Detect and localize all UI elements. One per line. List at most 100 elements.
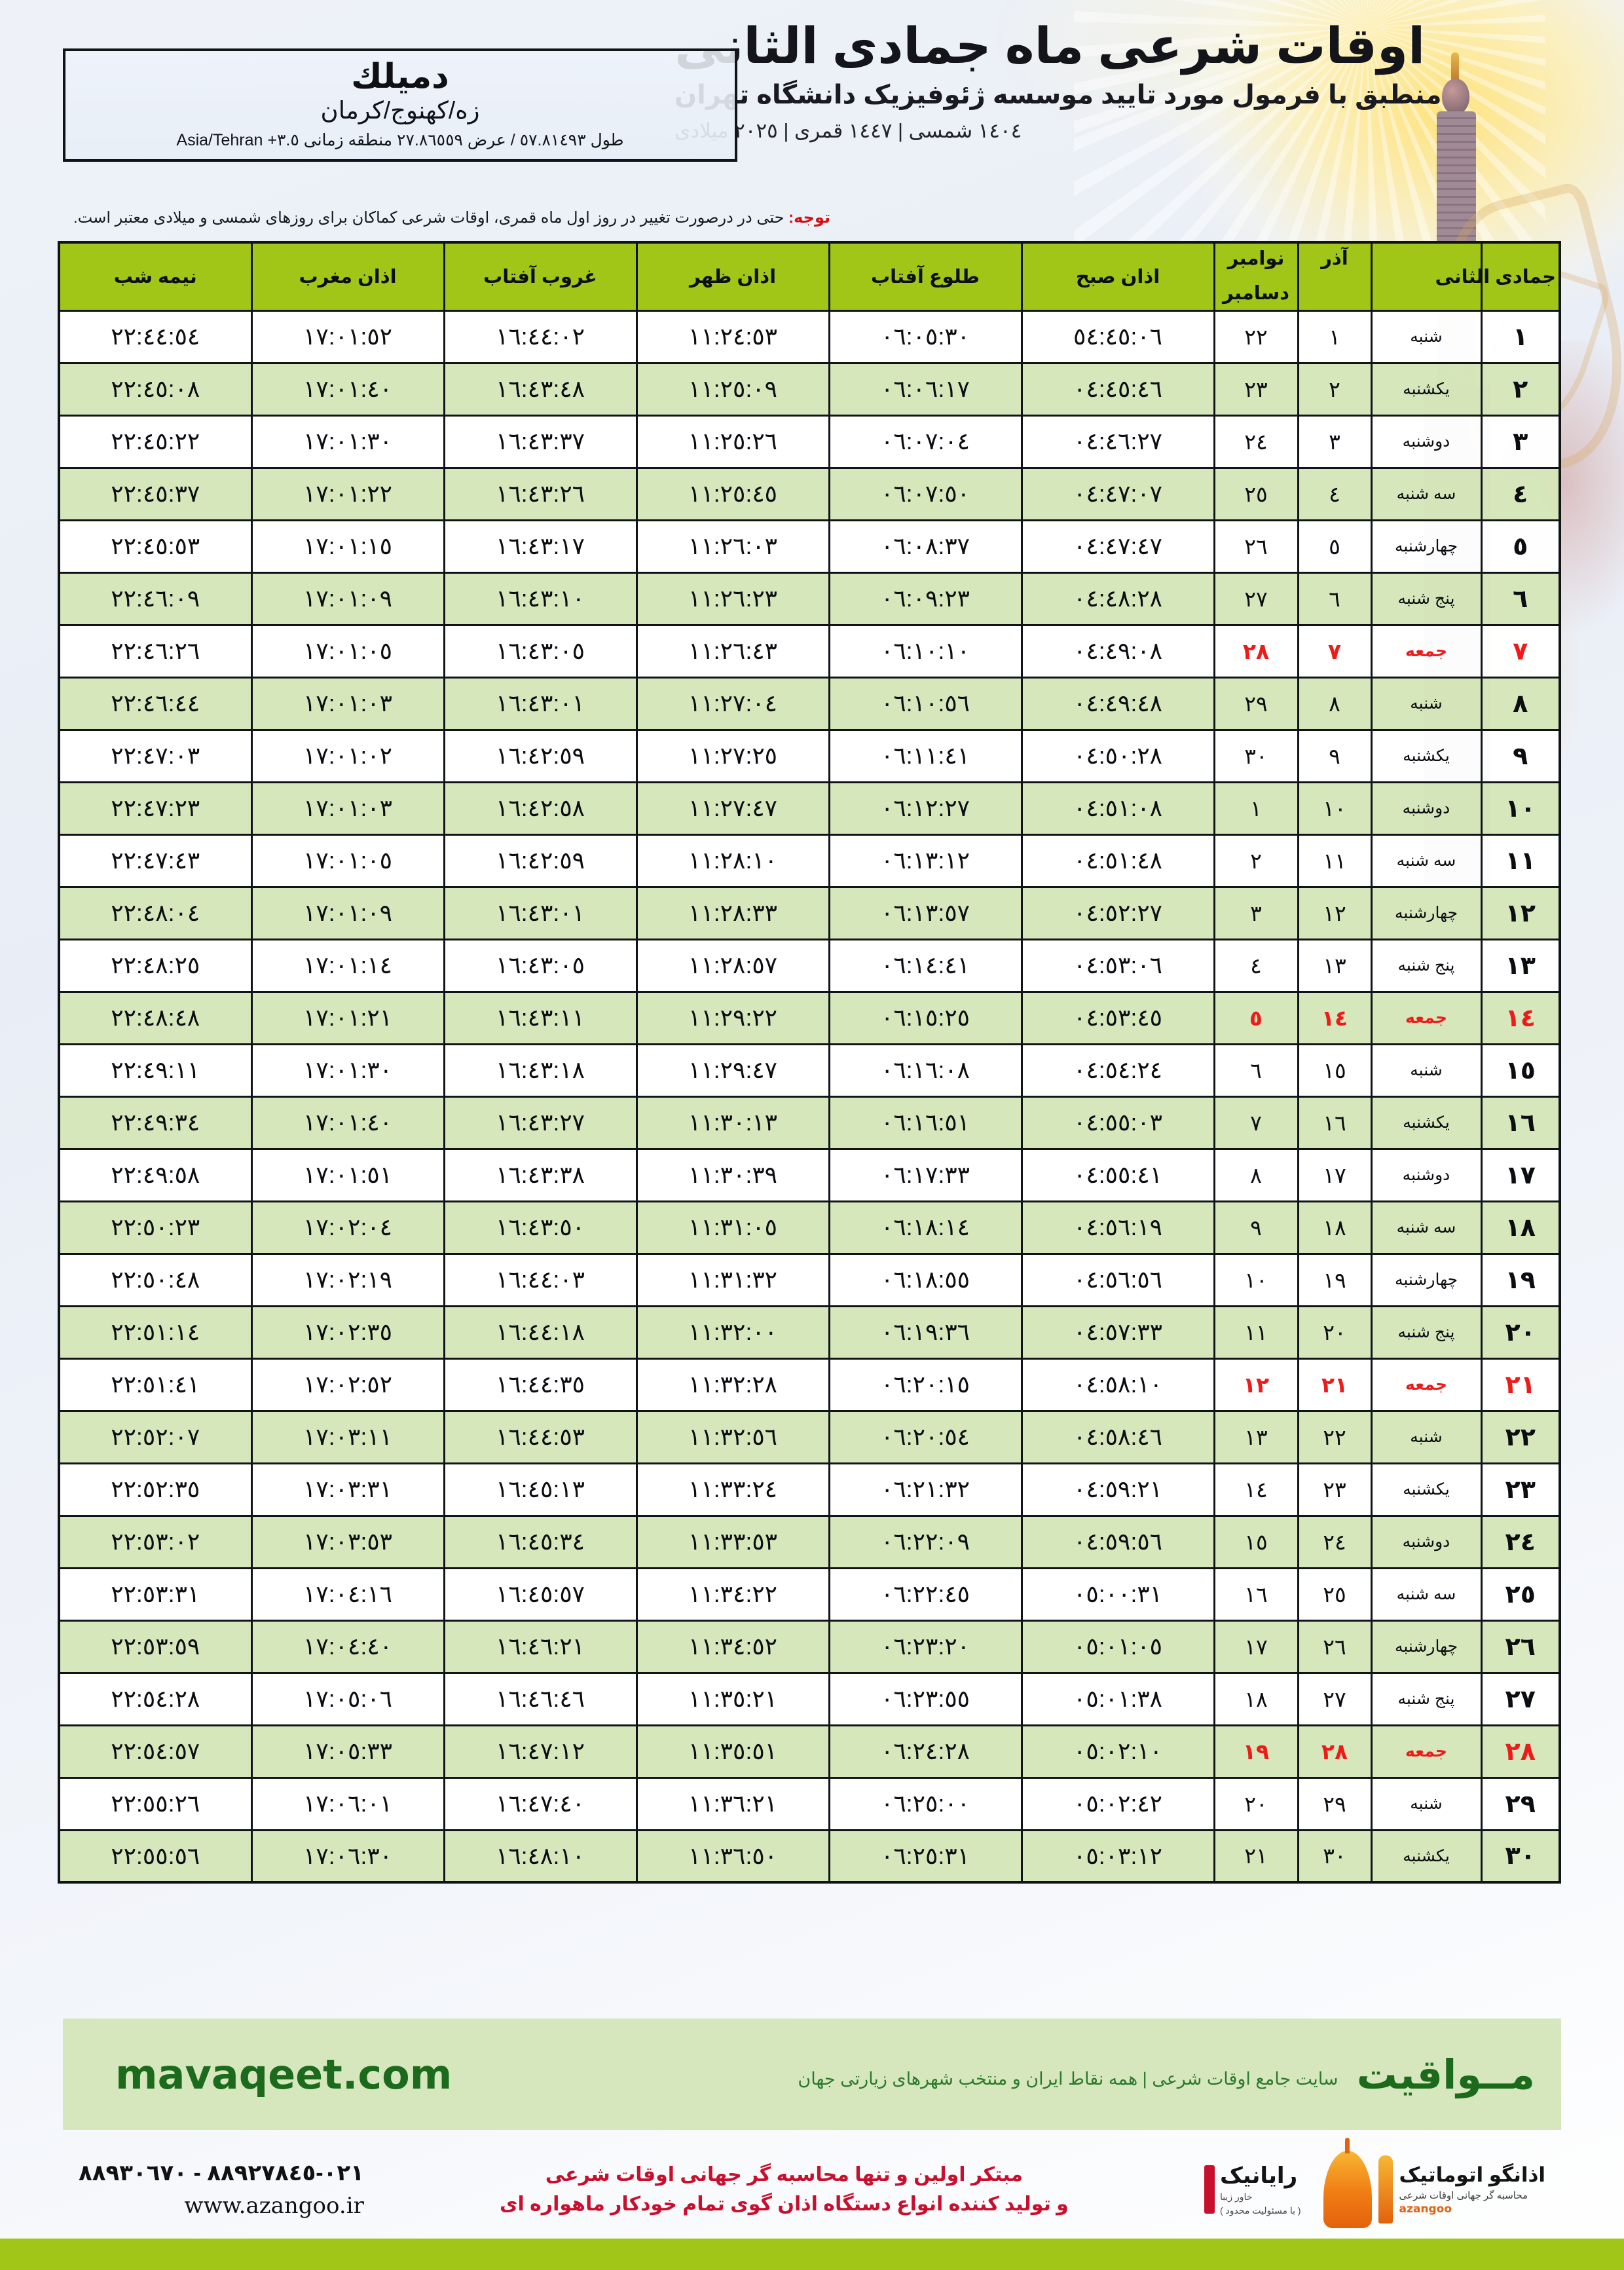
hijri-day: ١٩ bbox=[1480, 1252, 1561, 1307]
table-row: ٣ دوشنبه ٣ ٢٤ ٠٤:٤٦:٢٧ ٠٦:٠٧:٠٤ ١١:٢٥:٢٦ ١٦:٤٣:… bbox=[58, 414, 1561, 469]
gregorian-day: ٢٠ bbox=[1213, 1776, 1299, 1831]
fajr-time: ٠٤:٥٣:٤٥ bbox=[1020, 990, 1215, 1045]
midnight-time: ٢٢:٤٨:٢٥ bbox=[58, 938, 253, 993]
dhuhr-time: ١١:٢٦:٤٣ bbox=[635, 623, 830, 679]
dhuhr-time: ١١:٣٢:٢٨ bbox=[635, 1357, 830, 1412]
rayaneek-name: رایانیک bbox=[1219, 2163, 1298, 2188]
maghrib-time: ١٧:٠١:٠٣ bbox=[250, 781, 445, 836]
table-row: ٢٧ پنج شنبه ٢٧ ١٨ ٠٥:٠١:٣٨ ٠٦:٢٣:٥٥ ١١:٣٥:٢١ ١٦… bbox=[58, 1671, 1561, 1726]
midnight-time: ٢٢:٤٩:١١ bbox=[58, 1043, 253, 1098]
midnight-time: ٢٢:٤٤:٥٤ bbox=[58, 309, 253, 364]
fajr-time: ٠٤:٥٧:٣٣ bbox=[1020, 1305, 1215, 1360]
midnight-time: ٢٢:٤٥:٣٧ bbox=[58, 466, 253, 521]
sunrise-time: ٠٦:١١:٤١ bbox=[828, 728, 1023, 783]
rayaneek-logo-text: رایانیک خاور زیبا ( با مسئولیت محدود ) bbox=[1220, 2163, 1301, 2216]
gregorian-day: ٢٤ bbox=[1213, 414, 1299, 469]
solar-day: ٧ bbox=[1297, 623, 1373, 679]
midnight-time: ٢٢:٤٩:٥٨ bbox=[58, 1147, 253, 1202]
hijri-day: ١٠ bbox=[1480, 781, 1561, 836]
solar-day: ٢٩ bbox=[1297, 1776, 1373, 1831]
gregorian-day: ١٩ bbox=[1213, 1724, 1299, 1779]
fajr-time: ٠٥:٠١:٠٥ bbox=[1020, 1619, 1215, 1674]
contact-website[interactable]: www.azangoo.ir bbox=[184, 2193, 364, 2219]
midnight-time: ٢٢:٤٨:٠٤ bbox=[58, 885, 253, 940]
gregorian-day: ٢٨ bbox=[1213, 623, 1299, 679]
solar-day: ٢٣ bbox=[1297, 1462, 1373, 1517]
dhuhr-time: ١١:٢٤:٥٣ bbox=[635, 309, 830, 364]
day-name: سه شنبه bbox=[1370, 1200, 1483, 1255]
fajr-time: ٠٤:٤٩:٤٨ bbox=[1020, 676, 1215, 731]
sunset-time: ١٦:٤٢:٥٨ bbox=[443, 781, 638, 836]
day-name: چهارشنبه bbox=[1370, 885, 1483, 940]
hijri-day: ١٦ bbox=[1480, 1095, 1561, 1150]
hijri-day: ٩ bbox=[1480, 728, 1561, 783]
maghrib-time: ١٧:٠٢:٣٥ bbox=[250, 1305, 445, 1360]
fajr-time: ٥٤:٤٥:٠٦ bbox=[1020, 309, 1215, 364]
sunrise-time: ٠٦:٢٠:١٥ bbox=[828, 1357, 1023, 1412]
mavaqeet-domain-link[interactable]: mavaqeet.com bbox=[115, 2050, 452, 2098]
dhuhr-time: ١١:٢٥:٠٩ bbox=[635, 362, 830, 417]
solar-day: ١٠ bbox=[1297, 781, 1373, 836]
hijri-day: ١ bbox=[1480, 309, 1561, 364]
table-row: ٨ شنبه ٨ ٢٩ ٠٤:٤٩:٤٨ ٠٦:١٠:٥٦ ١١:٢٧:٠٤ ١٦:٤٣:٠١… bbox=[58, 676, 1561, 731]
fajr-time: ٠٤:٥١:٤٨ bbox=[1020, 833, 1215, 888]
midnight-time: ٢٢:٤٧:٤٣ bbox=[58, 833, 253, 888]
col-header-sunrise: طلوع آفتاب bbox=[828, 241, 1023, 312]
hijri-day: ٢١ bbox=[1480, 1357, 1561, 1412]
location-info-box: دمیلك زه/کهنوج/کرمان طول ٥٧.٨١٤٩٣ / عرض … bbox=[63, 48, 737, 162]
solar-day: ٩ bbox=[1297, 728, 1373, 783]
location-city: دمیلك bbox=[351, 58, 449, 96]
midnight-time: ٢٢:٤٥:٢٢ bbox=[58, 414, 253, 469]
day-name: پنج شنبه bbox=[1370, 1305, 1483, 1360]
table-row: ٢٦ چهارشنبه ٢٦ ١٧ ٠٥:٠١:٠٥ ٠٦:٢٣:٢٠ ١١:٣٤:٥٢ ١٦… bbox=[58, 1619, 1561, 1674]
azangoo-logo-text: اذانگو اتوماتیک محاسبه گر جهانی اوقات شر… bbox=[1399, 2163, 1545, 2216]
solar-day: ٢٢ bbox=[1297, 1409, 1373, 1464]
hijri-day: ١٤ bbox=[1480, 990, 1561, 1045]
sunrise-time: ٠٦:١٧:٣٣ bbox=[828, 1147, 1023, 1202]
hijri-day: ٣٠ bbox=[1480, 1829, 1561, 1884]
solar-day: ٢٠ bbox=[1297, 1305, 1373, 1360]
midnight-time: ٢٢:٥٥:٢٦ bbox=[58, 1776, 253, 1831]
fajr-time: ٠٤:٥١:٠٨ bbox=[1020, 781, 1215, 836]
sunset-time: ١٦:٤٢:٥٩ bbox=[443, 728, 638, 783]
fajr-time: ٠٤:٥٣:٠٦ bbox=[1020, 938, 1215, 993]
gregorian-day: ١٠ bbox=[1213, 1252, 1299, 1307]
sunrise-time: ٠٦:١٠:٥٦ bbox=[828, 676, 1023, 731]
day-name: سه شنبه bbox=[1370, 1567, 1483, 1622]
maghrib-time: ١٧:٠١:٠٩ bbox=[250, 885, 445, 940]
dhuhr-time: ١١:٢٨:٥٧ bbox=[635, 938, 830, 993]
fajr-time: ٠٤:٥٥:٠٣ bbox=[1020, 1095, 1215, 1150]
hijri-day: ١٣ bbox=[1480, 938, 1561, 993]
sunset-time: ١٦:٤٧:٤٠ bbox=[443, 1776, 638, 1831]
fajr-time: ٠٤:٥٤:٢٤ bbox=[1020, 1043, 1215, 1098]
page-title: اوقات شرعی ماه جمادی الثانی bbox=[674, 18, 1426, 74]
table-row: ١٠ دوشنبه ١٠ ١ ٠٤:٥١:٠٨ ٠٦:١٢:٢٧ ١١:٢٧:٤٧ ١٦:٤٢… bbox=[58, 781, 1561, 836]
day-name: شنبه bbox=[1370, 309, 1483, 364]
sunrise-time: ٠٦:١٦:٥١ bbox=[828, 1095, 1023, 1150]
maghrib-time: ١٧:٠١:٢٢ bbox=[250, 466, 445, 521]
day-name: جمعه bbox=[1370, 990, 1483, 1045]
note-label: توجه: bbox=[788, 209, 831, 227]
table-row: ٢٢ شنبه ٢٢ ١٣ ٠٤:٥٨:٤٦ ٠٦:٢٠:٥٤ ١١:٣٢:٥٦ ١٦:٤٤:… bbox=[58, 1409, 1561, 1464]
fajr-time: ٠٥:٠١:٣٨ bbox=[1020, 1671, 1215, 1726]
hijri-day: ٢٠ bbox=[1480, 1305, 1561, 1360]
gregorian-day: ٢٦ bbox=[1213, 519, 1299, 574]
sunrise-time: ٠٦:٢٢:٤٥ bbox=[828, 1567, 1023, 1622]
gregorian-day: ١٨ bbox=[1213, 1671, 1299, 1726]
sunset-time: ١٦:٤٣:٠١ bbox=[443, 676, 638, 731]
gregorian-day: ٢٧ bbox=[1213, 571, 1299, 626]
dhuhr-time: ١١:٣٦:٢١ bbox=[635, 1776, 830, 1831]
day-name: پنج شنبه bbox=[1370, 1671, 1483, 1726]
sunrise-time: ٠٦:٢٠:٥٤ bbox=[828, 1409, 1023, 1464]
table-row: ٥ چهارشنبه ٥ ٢٦ ٠٤:٤٧:٤٧ ٠٦:٠٨:٣٧ ١١:٢٦:٠٣ ١٦:٤… bbox=[58, 519, 1561, 574]
fajr-time: ٠٥:٠٣:١٢ bbox=[1020, 1829, 1215, 1884]
maghrib-time: ١٧:٠٢:٥٢ bbox=[250, 1357, 445, 1412]
fajr-time: ٠٤:٥٨:١٠ bbox=[1020, 1357, 1215, 1412]
day-name: شنبه bbox=[1370, 1043, 1483, 1098]
prayer-times-table-wrapper: جمادی الثانی آذر نوامبر دسامبر اذان صبح … bbox=[58, 241, 1561, 1884]
maghrib-time: ١٧:٠٣:٥٣ bbox=[250, 1514, 445, 1569]
sunrise-time: ٠٦:٢١:٣٢ bbox=[828, 1462, 1023, 1517]
sunset-time: ١٦:٤٨:١٠ bbox=[443, 1829, 638, 1884]
gregorian-day: ٢٥ bbox=[1213, 466, 1299, 521]
hijri-day: ٢٥ bbox=[1480, 1567, 1561, 1622]
